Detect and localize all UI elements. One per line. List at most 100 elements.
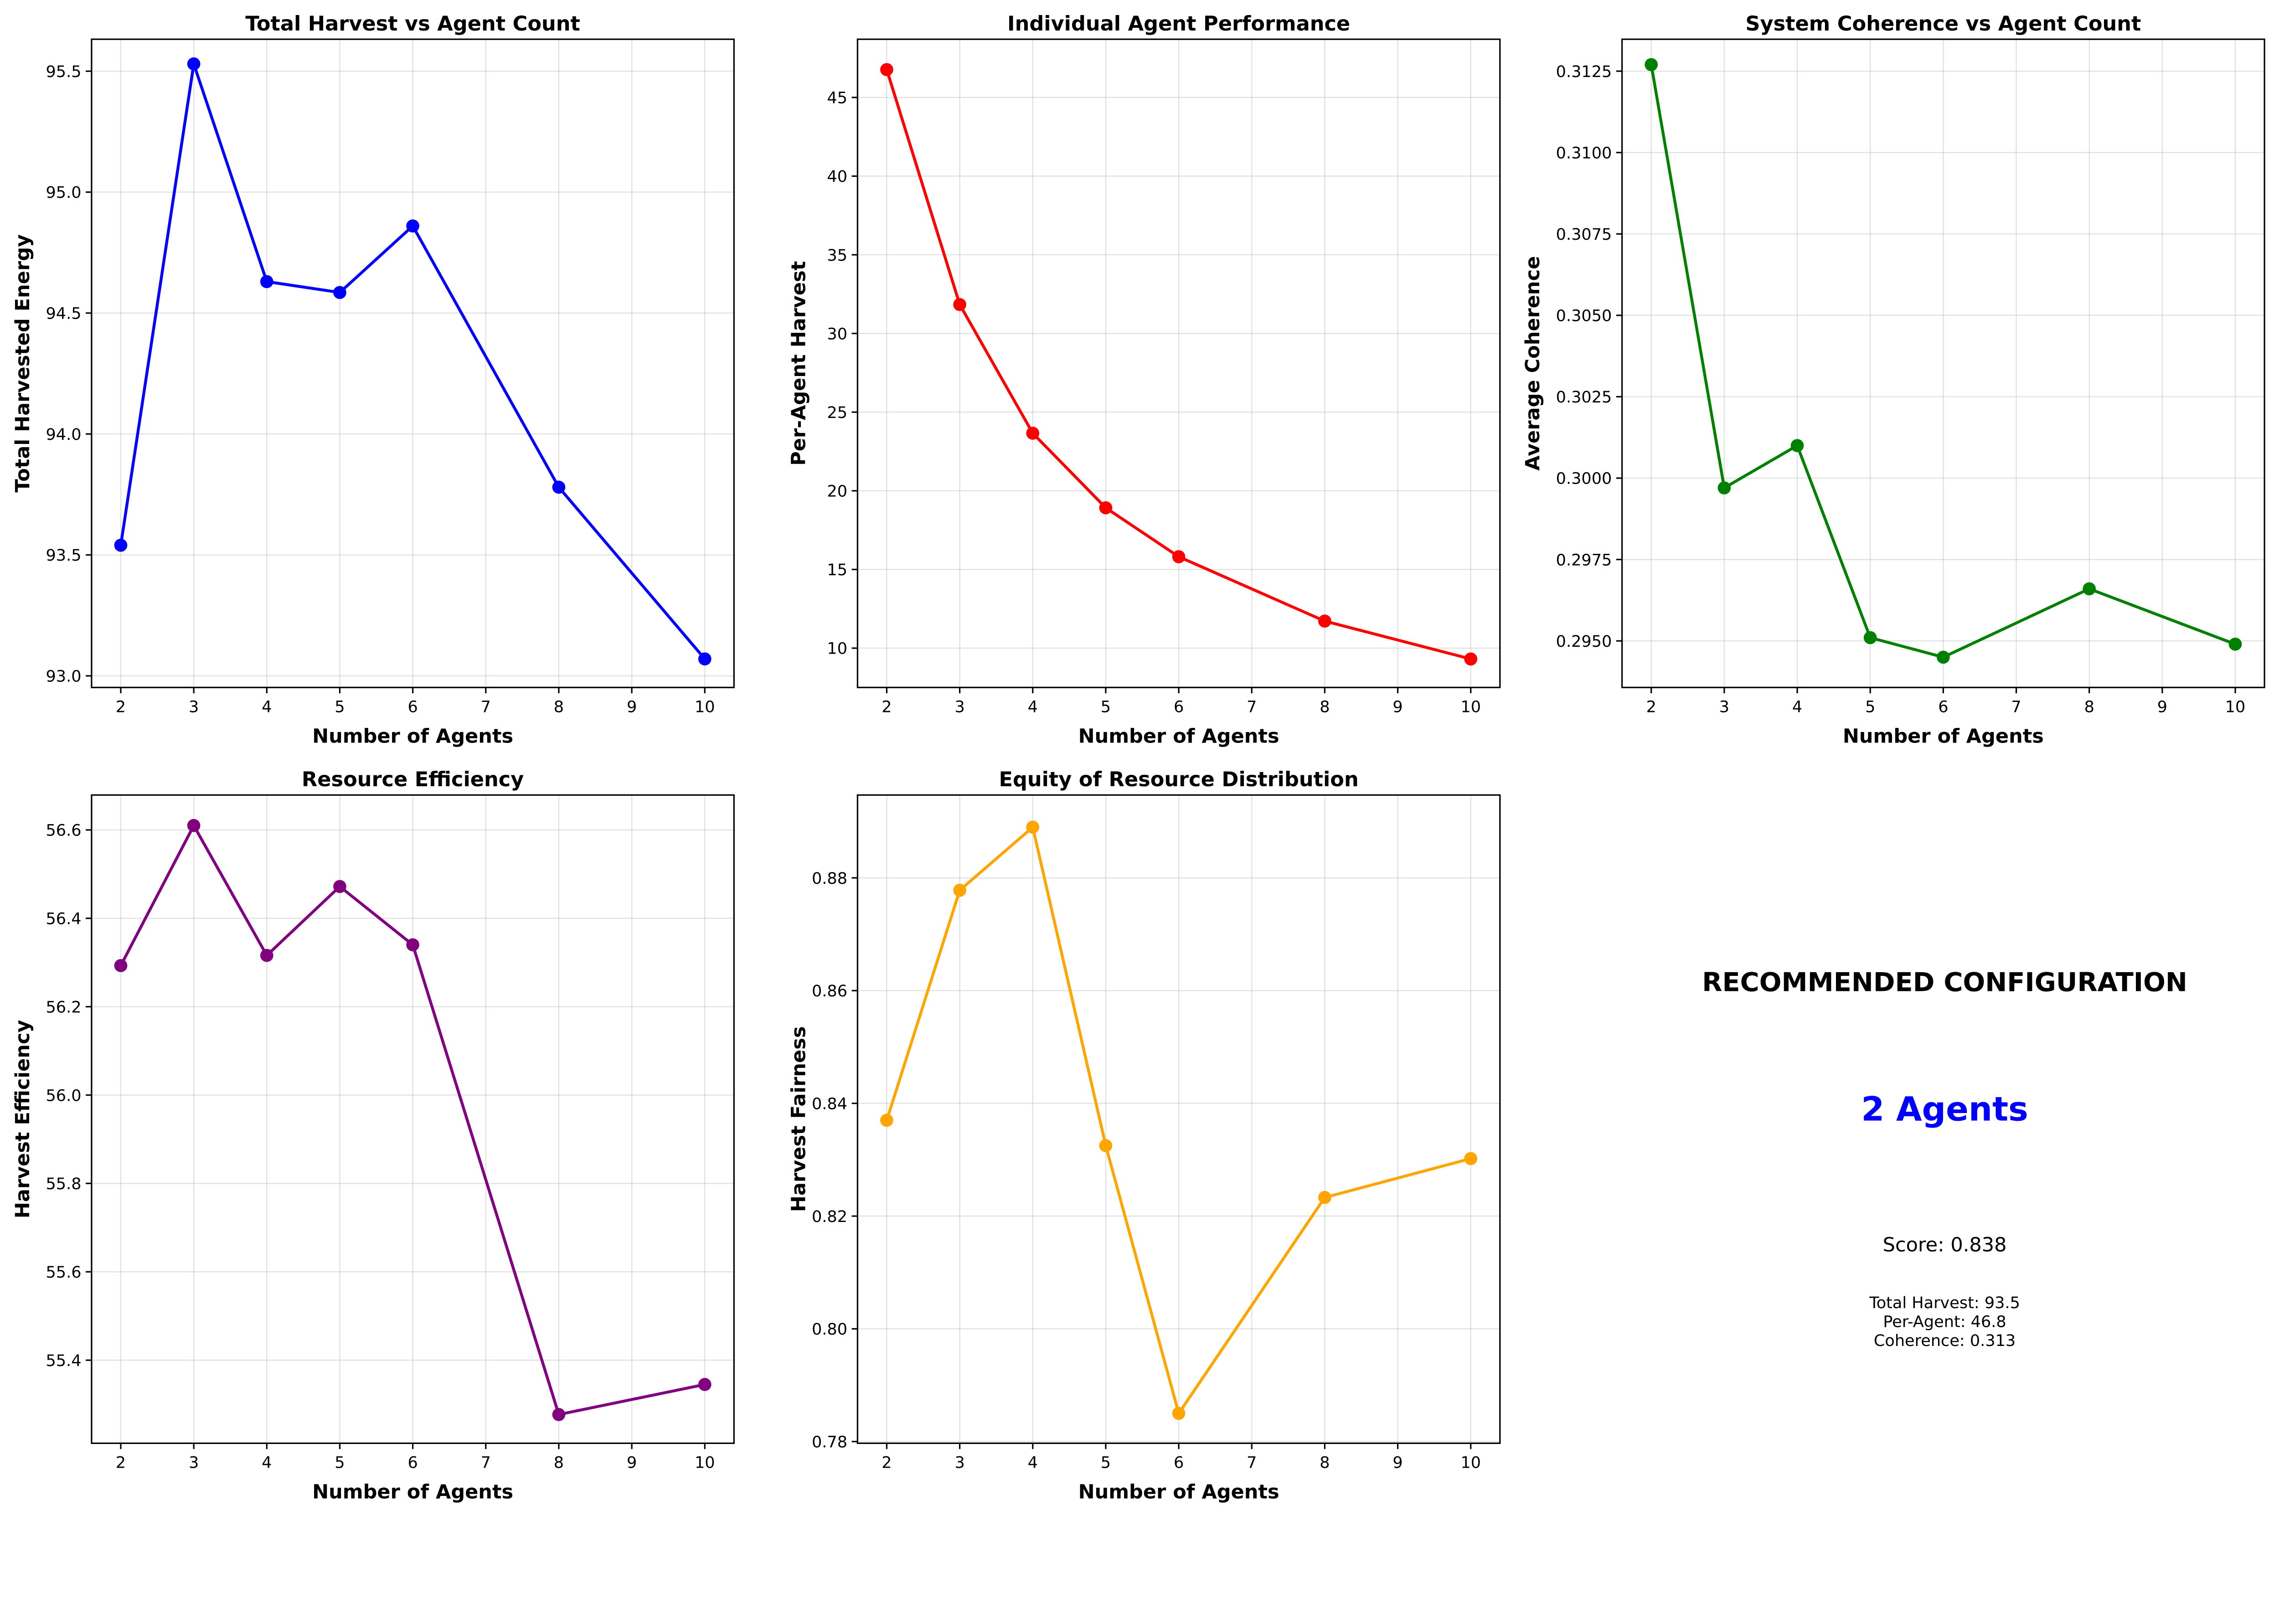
chart-title: Equity of Resource Distribution (999, 768, 1358, 791)
data-point (953, 883, 966, 897)
recommendation-panel: RECOMMENDED CONFIGURATION 2 Agents Score… (1702, 967, 2187, 1350)
data-point (880, 1114, 893, 1127)
data-point (1717, 481, 1731, 495)
y-axis-label: Harvest Efficiency (11, 1020, 34, 1219)
x-tick-label: 2 (116, 1454, 126, 1472)
y-tick-label: 0.82 (812, 1207, 847, 1226)
x-tick-label: 10 (2225, 697, 2246, 716)
data-point (1790, 439, 1804, 452)
x-tick-label: 7 (1247, 697, 1257, 716)
x-tick-label: 4 (262, 697, 272, 716)
chart-title: System Coherence vs Agent Count (1745, 12, 2141, 36)
y-tick-label: 0.80 (812, 1320, 847, 1339)
x-tick-label: 4 (262, 1454, 272, 1472)
data-point (880, 63, 893, 77)
data-point (1937, 650, 1950, 664)
y-tick-label: 0.88 (812, 869, 847, 888)
y-tick-label: 0.2975 (1556, 551, 1612, 569)
data-point (2083, 582, 2096, 596)
figure: 2 3 4 5 6 7 8 9 1093.093.594.094.595.095.5Total … (0, 0, 2279, 1515)
axes-frame (91, 38, 735, 688)
x-tick-label: 5 (335, 1454, 345, 1472)
x-tick-label: 4 (1028, 697, 1038, 716)
x-tick-label: 8 (1320, 697, 1330, 716)
chart-panel-1: 2 3 4 5 6 7 8 9 10 93.0 93.5 94.0 94.5 95.0 95.5 Total … (11, 12, 735, 748)
y-tick-label: 10 (827, 639, 847, 658)
chart-title: Resource Efficiency (302, 768, 524, 791)
axes-frame (856, 38, 1501, 688)
x-tick-label: 2 (1646, 697, 1656, 716)
x-tick-label: 7 (1247, 1454, 1257, 1472)
y-tick-label: 56.6 (46, 821, 81, 840)
x-tick-label: 3 (1719, 697, 1729, 716)
y-tick-label: 93.5 (46, 546, 81, 565)
x-tick-label: 6 (407, 697, 418, 716)
y-tick-label: 55.4 (46, 1351, 81, 1370)
x-tick-label: 9 (627, 697, 637, 716)
data-point (698, 1378, 712, 1391)
data-point (187, 819, 201, 832)
y-tick-label: 15 (827, 561, 847, 579)
data-point (1099, 501, 1113, 515)
chart-title: Individual Agent Performance (1007, 12, 1350, 36)
y-tick-label: 55.8 (46, 1175, 81, 1193)
chart-title: Total Harvest vs Agent Count (245, 12, 580, 36)
chart-panel-4: 2 3 4 5 6 7 8 9 10 55.4 55.6 55.8 56.0 56.2 56.4 56.6 Re… (11, 768, 735, 1504)
recommended-agent-count: 2 Agents (1861, 1090, 2028, 1129)
x-tick-label: 4 (1792, 697, 1802, 716)
y-tick-label: 95.0 (46, 183, 81, 202)
x-tick-label: 10 (1460, 1454, 1481, 1472)
y-tick-label: 0.3075 (1556, 225, 1612, 244)
x-axis-label: Number of Agents (1078, 1481, 1279, 1504)
data-point (406, 219, 419, 233)
x-tick-label: 10 (695, 697, 715, 716)
data-point (187, 57, 201, 71)
data-point (1464, 1152, 1478, 1165)
y-tick-label: 93.0 (46, 667, 81, 686)
chart-panel-3: 2 3 4 5 6 7 8 9 10 0.2950 0.2975 0.3000 0.3025 0.3050… (1521, 12, 2265, 748)
axes-frame (1621, 38, 2265, 688)
y-tick-label: 35 (827, 246, 847, 265)
x-tick-label: 5 (335, 697, 345, 716)
x-tick-label: 8 (2084, 697, 2094, 716)
y-axis-label: Per-Agent Harvest (788, 261, 810, 466)
y-tick-label: 0.86 (812, 982, 847, 1000)
y-tick-label: 0.84 (812, 1094, 847, 1113)
y-tick-label: 0.3125 (1556, 62, 1612, 81)
x-tick-label: 5 (1101, 1454, 1111, 1472)
x-tick-label: 9 (1392, 697, 1402, 716)
x-axis-label: Number of Agents (312, 1481, 513, 1504)
data-point (333, 286, 346, 299)
y-tick-label: 56.4 (46, 909, 81, 928)
data-point (1172, 550, 1186, 563)
data-point (2228, 637, 2242, 651)
data-point (260, 949, 273, 962)
data-point (1464, 652, 1478, 666)
data-point (1026, 820, 1040, 834)
recommendation-per-agent: Per-Agent: 46.8 (1883, 1312, 2006, 1331)
recommendation-total-harvest: Total Harvest: 93.5 (1869, 1294, 2020, 1312)
x-axis-label: Number of Agents (312, 725, 513, 748)
chart-panels: 2 3 4 5 6 7 8 9 1093.093.594.094.595.095.5Total … (11, 12, 2265, 1504)
x-tick-label: 4 (1028, 1454, 1038, 1472)
x-tick-label: 8 (554, 1454, 564, 1472)
data-point (953, 298, 966, 311)
data-point (1172, 1407, 1186, 1420)
x-tick-label: 9 (1392, 1454, 1402, 1472)
y-tick-label: 94.0 (46, 425, 81, 444)
y-tick-label: 0.3000 (1556, 469, 1612, 488)
y-tick-label: 94.5 (46, 304, 81, 323)
data-point (114, 538, 128, 552)
y-tick-label: 20 (827, 482, 847, 501)
data-point (552, 480, 566, 494)
data-point (698, 652, 712, 666)
y-tick-label: 45 (827, 89, 847, 108)
figure-background (0, 0, 2279, 1515)
recommendation-coherence: Coherence: 0.313 (1874, 1331, 2016, 1350)
data-point (114, 959, 128, 972)
x-tick-label: 6 (407, 1454, 418, 1472)
x-tick-label: 3 (189, 697, 199, 716)
data-point (1099, 1139, 1113, 1152)
y-tick-label: 95.5 (46, 62, 81, 81)
